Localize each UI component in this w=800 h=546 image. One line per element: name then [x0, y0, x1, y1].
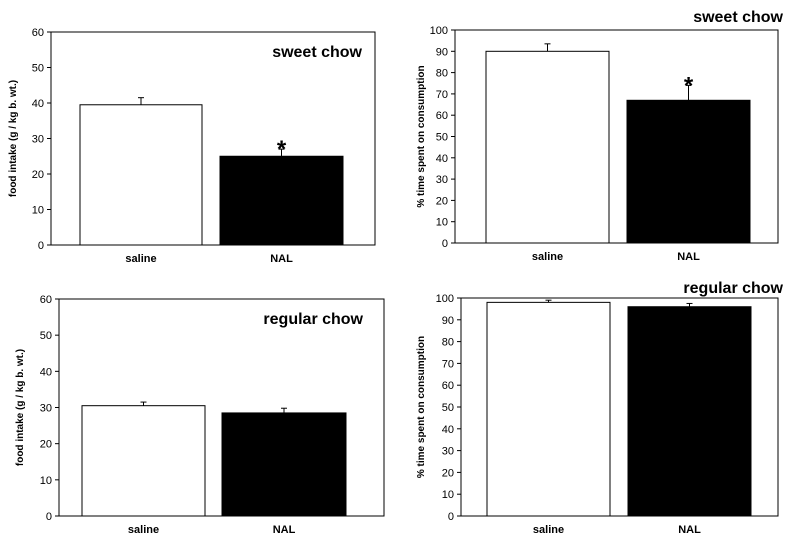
bar-saline	[485, 50, 610, 244]
bar-saline	[79, 104, 203, 246]
bar-saline	[81, 405, 206, 517]
y-axis-label: food intake (g / kg b. wt.)	[15, 349, 26, 466]
significance-marker: *	[684, 72, 694, 99]
y-tick-label: 40	[40, 366, 52, 378]
chart-panel-regular-chow-time: 0 10 20 30 40 50 60 70 80 90 100 % time spent on co…	[416, 280, 784, 536]
y-tick-label: 60	[442, 380, 454, 392]
y-tick-label: 70	[442, 358, 454, 370]
y-tick-label: 30	[32, 134, 44, 146]
y-tick-label: 100	[436, 293, 454, 305]
y-tick-label: 30	[436, 174, 448, 186]
y-tick-label: 40	[436, 153, 448, 165]
chart-panel-sweet-chow-food-intake: 0 10 20 30 40 50 60 food intake (g / kg b. wt.)…	[8, 27, 376, 265]
y-tick-label: 20	[40, 439, 52, 451]
x-tick-label: NAL	[677, 251, 700, 263]
y-tick-label: 20	[32, 169, 44, 181]
y-tick-label: 20	[436, 195, 448, 207]
y-tick-label: 40	[442, 424, 454, 436]
y-tick-label: 60	[40, 294, 52, 306]
y-tick-label: 80	[442, 337, 454, 349]
y-tick-label: 100	[430, 25, 448, 37]
y-tick-label: 10	[40, 475, 52, 487]
y-tick-label: 50	[436, 132, 448, 144]
y-tick-label: 60	[32, 27, 44, 39]
bar-nal	[626, 99, 751, 244]
y-tick-label: 50	[32, 63, 44, 75]
chart-title: regular chow	[683, 280, 783, 297]
x-tick-label: NAL	[678, 524, 701, 536]
x-tick-label: saline	[128, 524, 159, 536]
y-axis-label: food intake (g / kg b. wt.)	[8, 80, 19, 197]
y-tick-label: 90	[442, 315, 454, 327]
bar-saline	[486, 301, 611, 517]
y-tick-label: 0	[46, 511, 52, 523]
y-tick-label: 20	[442, 467, 454, 479]
y-tick-label: 50	[40, 330, 52, 342]
y-tick-label: 10	[32, 205, 44, 217]
x-tick-label: NAL	[273, 524, 296, 536]
y-tick-label: 10	[442, 489, 454, 501]
y-tick-label: 30	[442, 446, 454, 458]
chart-title: sweet chow	[272, 44, 362, 61]
x-tick-label: saline	[533, 524, 564, 536]
y-tick-label: 0	[38, 240, 44, 252]
y-tick-label: 70	[436, 89, 448, 101]
x-tick-label: saline	[125, 253, 156, 265]
significance-marker: *	[277, 136, 287, 163]
chart-panel-regular-chow-food-intake: 0 10 20 30 40 50 60 food intake (g / kg b. wt.)…	[15, 294, 385, 536]
chart-panel-sweet-chow-time: 0 10 20 30 40 50 60 70 80 90 100 % time spent on co…	[416, 9, 784, 263]
y-tick-label: 60	[436, 110, 448, 122]
y-tick-label: 50	[442, 402, 454, 414]
bar-nal	[627, 306, 752, 517]
bar-nal	[221, 412, 347, 517]
y-axis-label: % time spent on consumption	[416, 65, 427, 207]
chart-title: sweet chow	[693, 9, 783, 26]
y-axis-label: % time spent on consumption	[416, 336, 427, 478]
y-tick-label: 0	[442, 238, 448, 250]
chart-title: regular chow	[263, 311, 363, 328]
y-tick-label: 40	[32, 98, 44, 110]
y-tick-label: 90	[436, 46, 448, 58]
x-tick-label: saline	[532, 251, 563, 263]
y-tick-label: 10	[436, 217, 448, 229]
y-tick-label: 0	[448, 511, 454, 523]
y-tick-label: 80	[436, 68, 448, 80]
y-tick-label: 30	[40, 403, 52, 415]
bar-nal	[219, 155, 344, 246]
x-tick-label: NAL	[270, 253, 293, 265]
